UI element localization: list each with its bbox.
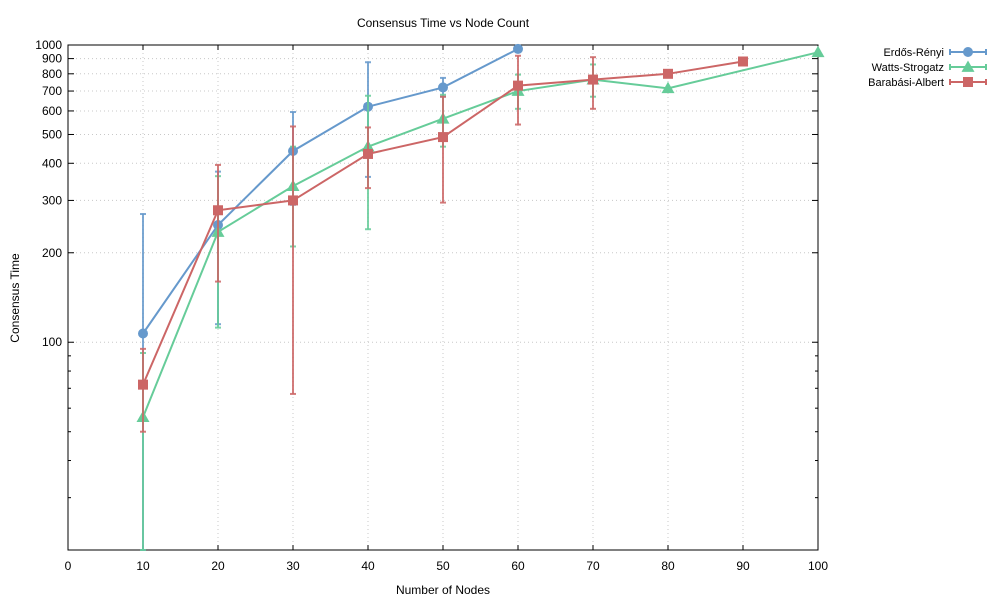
y-tick-label: 100 bbox=[42, 335, 62, 349]
y-tick-label: 1000 bbox=[35, 38, 62, 52]
legend-label: Barabási-Albert bbox=[868, 77, 944, 89]
data-point bbox=[513, 80, 523, 91]
data-point bbox=[661, 81, 675, 94]
x-tick-label: 40 bbox=[361, 559, 375, 573]
data-point bbox=[213, 205, 223, 216]
data-point bbox=[138, 328, 148, 339]
y-tick-label: 800 bbox=[42, 67, 62, 81]
x-tick-label: 20 bbox=[211, 559, 225, 573]
legend-label: Watts-Strogatz bbox=[872, 62, 944, 74]
data-point bbox=[288, 195, 298, 206]
y-tick-label: 900 bbox=[42, 52, 62, 66]
y-tick-label: 700 bbox=[42, 84, 62, 98]
series-line bbox=[142, 51, 819, 418]
data-point bbox=[663, 68, 673, 79]
data-point bbox=[438, 82, 448, 93]
x-tick-label: 70 bbox=[586, 559, 600, 573]
series-group bbox=[136, 43, 825, 551]
data-point bbox=[588, 74, 598, 85]
x-tick-label: 80 bbox=[661, 559, 675, 573]
x-tick-label: 30 bbox=[286, 559, 300, 573]
data-point bbox=[363, 148, 373, 159]
series-circle bbox=[138, 43, 523, 551]
y-tick-label: 400 bbox=[42, 156, 62, 170]
x-tick-label: 60 bbox=[511, 559, 525, 573]
y-tick-label: 600 bbox=[42, 104, 62, 118]
x-tick-label: 90 bbox=[736, 559, 750, 573]
legend-marker bbox=[961, 60, 975, 72]
chart-title: Consensus Time vs Node Count bbox=[357, 16, 530, 30]
series-line bbox=[142, 48, 519, 335]
x-axis-label: Number of Nodes bbox=[396, 583, 490, 597]
legend-label: Erdős-Rényi bbox=[883, 47, 944, 59]
y-tick-label: 500 bbox=[42, 127, 62, 141]
axis-ticks: 0 10 20 30 40 50 60 70 80 90 100 100 200 300 400 500 600… bbox=[35, 38, 828, 573]
legend: Erdős-Rényi Watts-Strogatz Barabási-Albert bbox=[868, 47, 987, 89]
y-tick-label: 200 bbox=[42, 246, 62, 260]
legend-marker bbox=[963, 47, 973, 57]
data-point bbox=[811, 45, 825, 58]
data-point bbox=[438, 132, 448, 143]
x-tick-label: 0 bbox=[65, 559, 72, 573]
y-axis-label: Consensus Time bbox=[8, 253, 22, 343]
data-point bbox=[513, 43, 523, 54]
x-tick-label: 50 bbox=[436, 559, 450, 573]
data-point bbox=[738, 56, 748, 67]
data-point bbox=[138, 379, 148, 390]
grid bbox=[68, 45, 818, 550]
x-tick-label: 100 bbox=[808, 559, 828, 573]
y-tick-label: 300 bbox=[42, 193, 62, 207]
series-triangle bbox=[136, 45, 825, 551]
legend-marker bbox=[963, 77, 973, 87]
x-tick-label: 10 bbox=[136, 559, 150, 573]
series-square bbox=[138, 54, 748, 433]
